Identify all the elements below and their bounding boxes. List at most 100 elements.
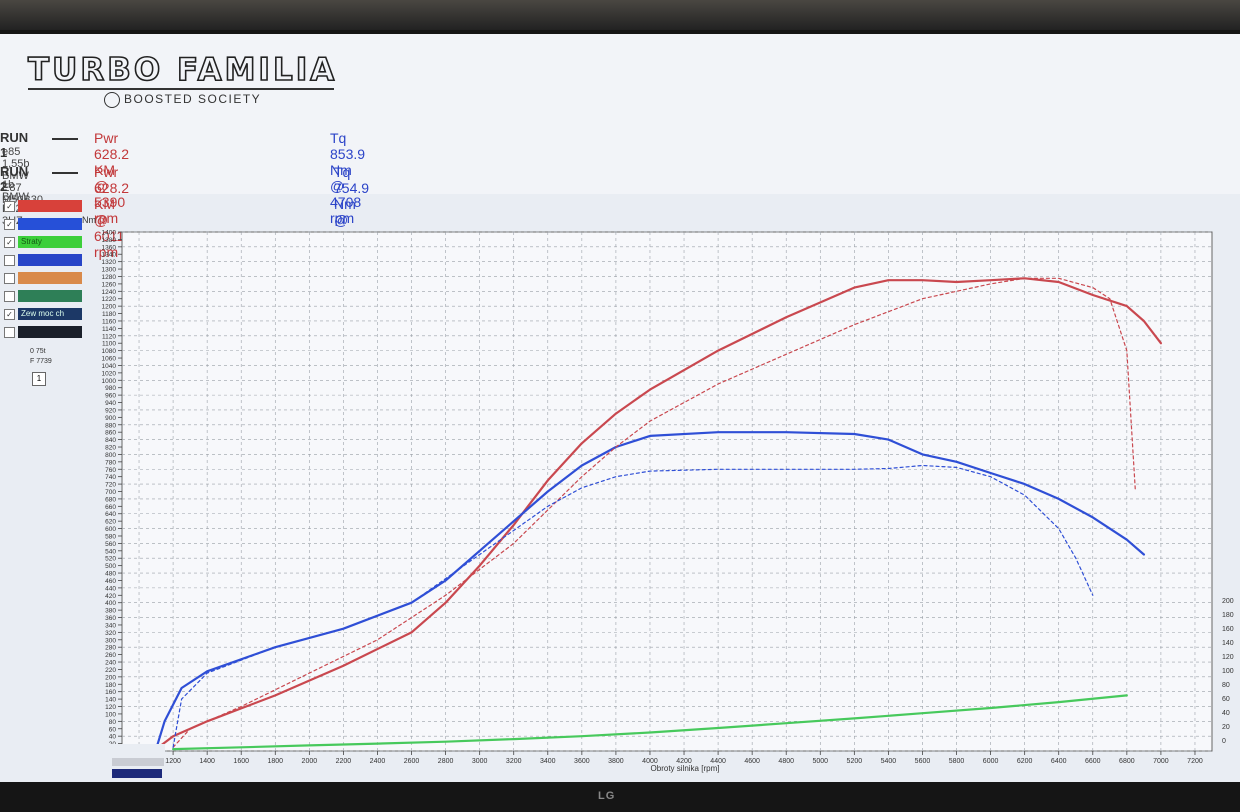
checkbox[interactable] bbox=[4, 255, 15, 266]
run-1-power-curve bbox=[155, 277, 1162, 751]
y-tick-label: 1080 bbox=[102, 348, 117, 355]
checkbox[interactable] bbox=[4, 327, 15, 338]
x-tick-label: 4800 bbox=[778, 758, 794, 765]
y-tick-label: 140 bbox=[105, 697, 116, 704]
y-tick-label: 460 bbox=[105, 578, 116, 585]
checkbox[interactable] bbox=[4, 291, 15, 302]
y-tick-label: 1200 bbox=[102, 304, 117, 311]
x-tick-label: 1200 bbox=[165, 758, 181, 765]
checkbox[interactable]: ✓ bbox=[4, 237, 15, 248]
checkbox[interactable]: ✓ bbox=[4, 201, 15, 212]
sidebar-button[interactable]: 1 bbox=[32, 372, 46, 386]
y-tick-label: 300 bbox=[105, 637, 116, 644]
channel-swatch bbox=[18, 200, 82, 212]
y-tick-label: 1300 bbox=[102, 267, 117, 274]
right-tick-label: 160 bbox=[1222, 626, 1234, 633]
plot-background bbox=[121, 231, 1213, 752]
y-tick-label: 800 bbox=[105, 452, 116, 459]
y-tick-label: 640 bbox=[105, 511, 116, 518]
y-tick-label: 840 bbox=[105, 437, 116, 444]
run-1-torque-peak: Tq 853.9 Nm @ 4708 rpm bbox=[330, 130, 366, 226]
y-tick-label: 520 bbox=[105, 556, 116, 563]
y-tick-label: 360 bbox=[105, 615, 116, 622]
y-tick-label: 60 bbox=[109, 726, 117, 733]
x-tick-label: 5200 bbox=[847, 758, 863, 765]
channel-toggle-6[interactable] bbox=[4, 290, 88, 304]
y-tick-label: 480 bbox=[105, 571, 116, 578]
x-tick-label: 3200 bbox=[506, 758, 522, 765]
y-tick-label: 1160 bbox=[102, 318, 116, 325]
y-tick-label: 820 bbox=[105, 445, 116, 452]
channel-toggle-5[interactable] bbox=[4, 272, 88, 286]
channel-toggle-8[interactable] bbox=[4, 326, 88, 340]
plot-area bbox=[121, 231, 1213, 752]
y-tick-label: 1020 bbox=[102, 370, 117, 377]
x-tick-label: 4600 bbox=[744, 758, 760, 765]
y-tick-label: 240 bbox=[105, 660, 116, 667]
channel-swatch: Straty bbox=[18, 236, 82, 248]
y-tick-label: 540 bbox=[105, 548, 116, 555]
run-2-torque-curve bbox=[172, 464, 1094, 748]
y-tick-label: 400 bbox=[105, 600, 116, 607]
x-tick-label: 7000 bbox=[1153, 758, 1169, 765]
x-tick-label: 6000 bbox=[983, 758, 999, 765]
right-tick-label: 120 bbox=[1222, 654, 1234, 661]
channel-swatch bbox=[18, 254, 82, 266]
y-tick-label: 1240 bbox=[102, 289, 117, 296]
channel-swatch bbox=[18, 326, 82, 338]
x-tick-label: 3600 bbox=[574, 758, 590, 765]
grid bbox=[122, 231, 1212, 752]
y-tick-label: 280 bbox=[105, 645, 116, 652]
y-tick-label: 200 bbox=[105, 674, 116, 681]
y-tick-label: 1400 bbox=[102, 230, 117, 237]
run-2-label: RUN 2 bbox=[0, 164, 29, 194]
checkbox[interactable]: ✓ bbox=[4, 219, 15, 230]
sublogo-text: BOOSTED SOCIETY bbox=[124, 92, 262, 107]
y-tick-label: 1220 bbox=[102, 296, 117, 303]
y-tick-label: 1340 bbox=[102, 252, 117, 259]
y-tick-label: 980 bbox=[105, 385, 116, 392]
bottom-control-2[interactable] bbox=[112, 769, 162, 778]
x-tick-label: 7200 bbox=[1187, 758, 1203, 765]
right-tick-label: 140 bbox=[1222, 640, 1234, 647]
channel-toggle-7[interactable]: ✓ Zew moc ch bbox=[4, 308, 88, 322]
x-tick-label: 6600 bbox=[1085, 758, 1101, 765]
y-tick-label: 1100 bbox=[102, 341, 116, 348]
x-tick-label: 1400 bbox=[199, 758, 215, 765]
x-tick-label: 3800 bbox=[608, 758, 624, 765]
checkbox[interactable] bbox=[4, 273, 15, 284]
channel-swatch: Zew moc ch bbox=[18, 308, 82, 320]
x-tick-label: 4000 bbox=[642, 758, 658, 765]
right-tick-label: 60 bbox=[1222, 696, 1230, 703]
y-tick-label: 600 bbox=[105, 526, 116, 533]
y-tick-label: 1180 bbox=[102, 311, 116, 318]
y-tick-label: 960 bbox=[105, 393, 116, 400]
channel-toggle-2[interactable]: ✓ bbox=[4, 218, 88, 232]
x-tick-label: 3400 bbox=[540, 758, 556, 765]
y-tick-label: 680 bbox=[105, 496, 116, 503]
y-axis: 0204060801001201401601802002202402602803… bbox=[102, 230, 122, 756]
y-tick-label: 420 bbox=[105, 593, 116, 600]
channel-toggle-1[interactable]: ✓ bbox=[4, 200, 88, 214]
y-tick-label: 1140 bbox=[102, 326, 116, 333]
y-tick-label: 340 bbox=[105, 622, 116, 629]
x-tick-label: 3000 bbox=[472, 758, 488, 765]
y-tick-label: 880 bbox=[105, 422, 116, 429]
bottom-control-1[interactable] bbox=[112, 758, 164, 766]
channel-toggle-3[interactable]: ✓ Straty bbox=[4, 236, 88, 250]
y-tick-label: 180 bbox=[105, 682, 116, 689]
channel-toggle-4[interactable] bbox=[4, 254, 88, 268]
y-axis-label: Nm bbox=[82, 215, 96, 225]
x-tick-label: 2400 bbox=[370, 758, 386, 765]
y-tick-label: 500 bbox=[105, 563, 116, 570]
y-tick-label: 220 bbox=[105, 667, 116, 674]
logo-underline bbox=[28, 88, 334, 90]
monitor-brand: LG bbox=[598, 790, 616, 802]
y-tick-label: 120 bbox=[105, 704, 116, 711]
checkbox[interactable]: ✓ bbox=[4, 309, 15, 320]
x-tick-label: 6200 bbox=[1017, 758, 1033, 765]
x-tick-label: 4400 bbox=[710, 758, 726, 765]
dyno-screen: TURBO FAMILIA BOOSTED SOCIETY RUN 1 Pwr … bbox=[0, 34, 1240, 782]
y-tick-label: 1260 bbox=[102, 281, 117, 288]
right-tick-label: 180 bbox=[1222, 612, 1234, 619]
